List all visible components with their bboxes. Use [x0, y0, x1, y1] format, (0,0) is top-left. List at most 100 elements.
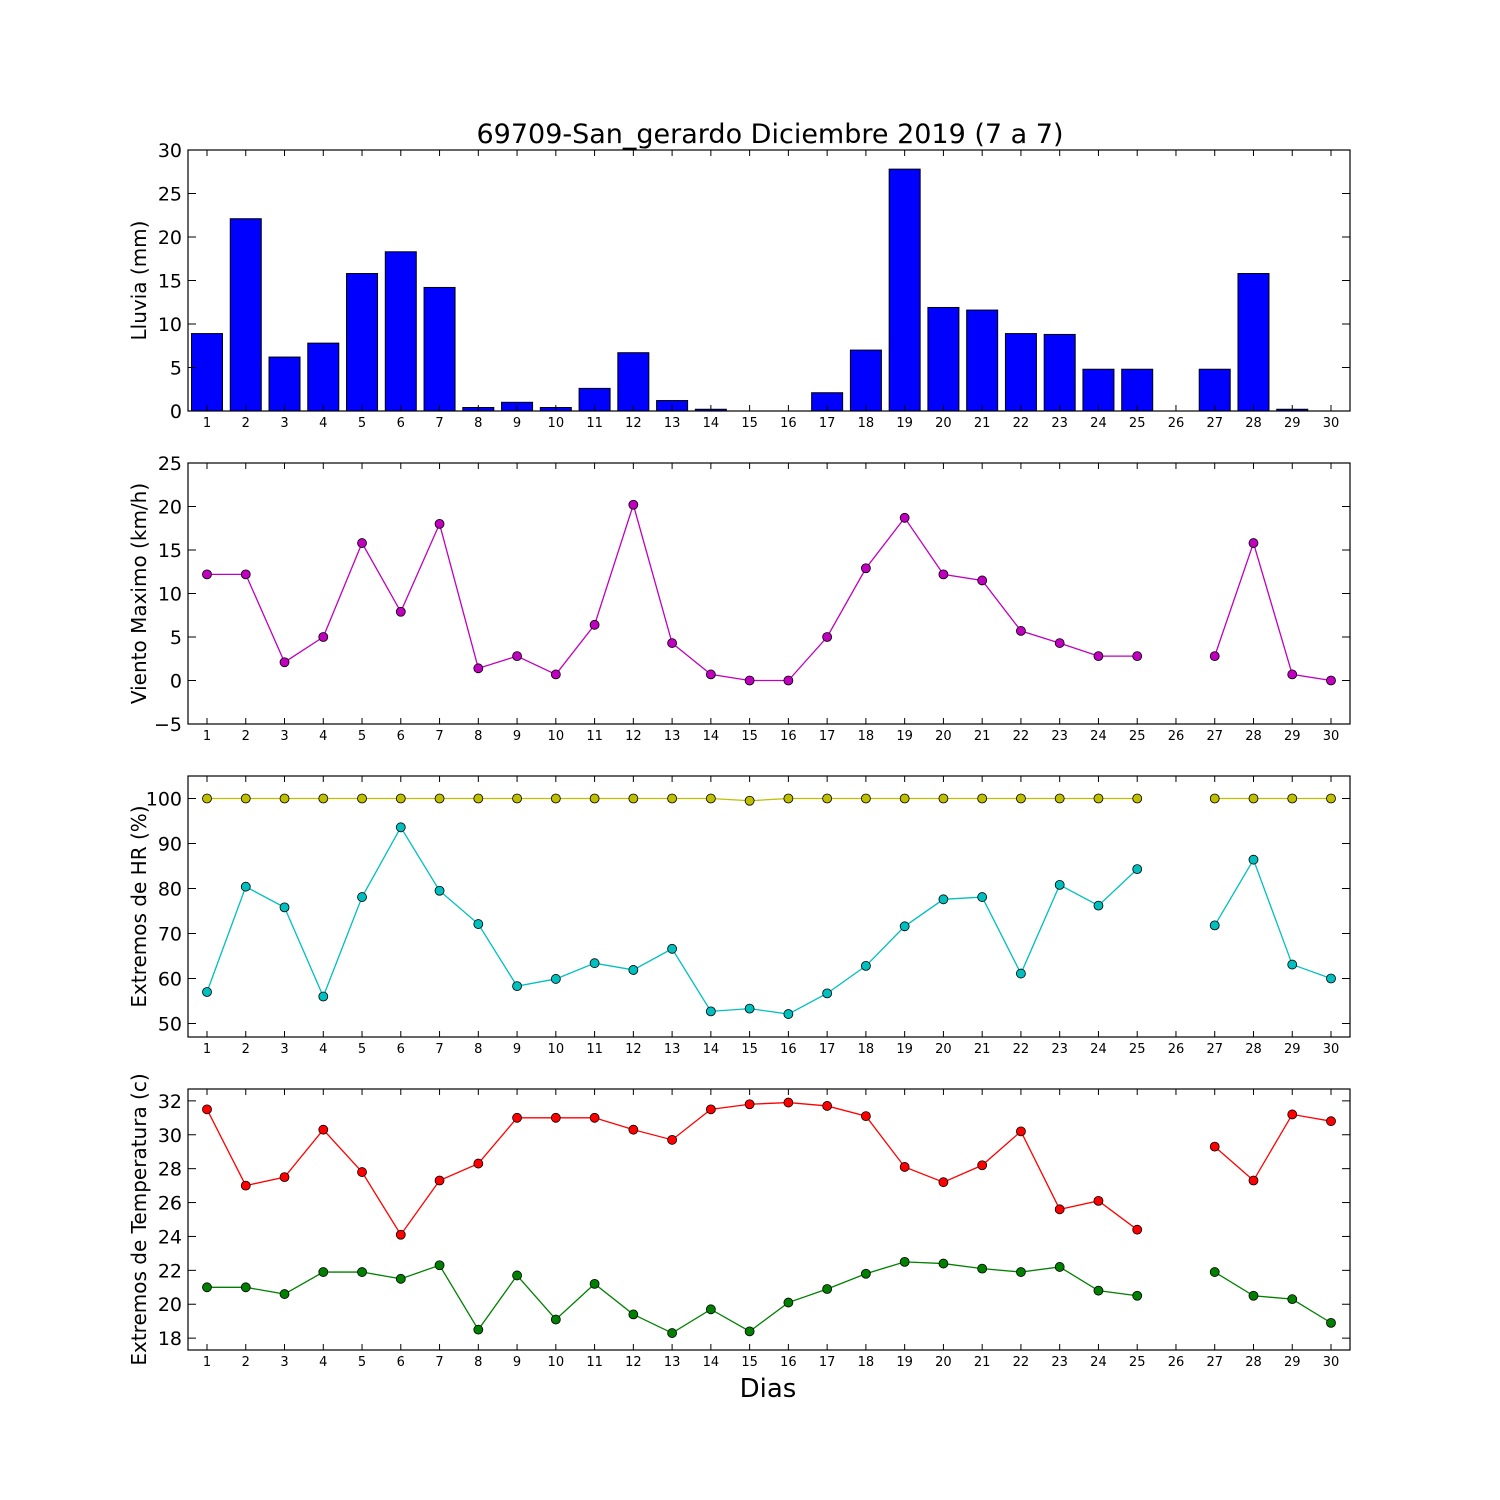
- x-tick-label: 14: [703, 1042, 720, 1057]
- point-day-28: [1248, 1290, 1259, 1301]
- x-tick-label: 3: [280, 1355, 288, 1370]
- point-day-28: [1248, 793, 1259, 804]
- bar-day-19: [888, 168, 921, 412]
- point-day-19: [899, 1162, 910, 1172]
- point-day-2: [240, 569, 251, 580]
- bar-day-20: [927, 306, 960, 412]
- x-tick-label: 11: [586, 1355, 603, 1370]
- point-day-24: [1093, 900, 1104, 911]
- point-day-29: [1287, 1109, 1298, 1120]
- y-tick-label: 20: [158, 497, 182, 519]
- point-day-17: [822, 988, 833, 999]
- x-tick-label: 7: [435, 1355, 443, 1370]
- bar-day-22: [1004, 333, 1037, 412]
- y-tick-label: 25: [158, 184, 182, 206]
- point-day-2: [240, 1282, 251, 1293]
- x-tick-label: 21: [974, 1355, 991, 1370]
- x-tick-label: 25: [1129, 1355, 1146, 1370]
- bar-day-24: [1082, 368, 1115, 412]
- point-day-16: [783, 675, 794, 686]
- x-tick-label: 18: [858, 729, 875, 744]
- x-tick-label: 18: [858, 1355, 875, 1370]
- point-day-1: [202, 1104, 212, 1115]
- y-tick-label: 30: [158, 140, 182, 162]
- x-tick-label: 3: [280, 1042, 288, 1057]
- x-tick-label: 7: [435, 1042, 443, 1057]
- point-day-15: [744, 1003, 755, 1014]
- point-day-8: [473, 1324, 484, 1335]
- x-tick-label: 1: [203, 416, 211, 431]
- point-day-9: [512, 651, 522, 662]
- point-day-29: [1287, 959, 1298, 970]
- y-tick-label: 90: [158, 834, 182, 856]
- bar-day-6: [384, 251, 417, 412]
- point-day-19: [899, 1256, 910, 1267]
- x-tick-label: 23: [1051, 729, 1068, 744]
- point-day-4: [318, 1124, 329, 1135]
- y-tick-label: 5: [170, 358, 182, 380]
- x-tick-label: 21: [974, 729, 991, 744]
- x-tick-label: 22: [1013, 1042, 1030, 1057]
- x-tick-label: 20: [935, 1355, 952, 1370]
- x-tick-label: 29: [1284, 729, 1301, 744]
- series-2: [202, 822, 1336, 1019]
- point-day-30: [1326, 973, 1336, 984]
- x-tick-label: 23: [1051, 416, 1068, 431]
- x-tick-label: 5: [358, 416, 366, 431]
- bar-day-12: [617, 352, 650, 412]
- y-axis-label: Extremos de HR (%): [127, 805, 151, 1007]
- x-tick-label: 19: [896, 1355, 913, 1370]
- x-tick-label: 1: [203, 1042, 211, 1057]
- point-day-14: [705, 1006, 716, 1017]
- point-day-1: [202, 987, 212, 997]
- point-day-12: [628, 1124, 639, 1135]
- point-day-13: [667, 943, 677, 954]
- point-day-20: [938, 1258, 949, 1269]
- point-day-28: [1248, 854, 1259, 865]
- x-tick-label: 20: [935, 729, 952, 744]
- point-day-8: [473, 1158, 484, 1169]
- y-tick-label: 30: [158, 1125, 182, 1147]
- x-tick-label: 10: [548, 416, 565, 431]
- point-day-13: [667, 638, 677, 648]
- x-tick-label: 11: [586, 416, 603, 431]
- x-tick-label: 21: [974, 416, 991, 431]
- point-day-27: [1209, 793, 1220, 804]
- bar-day-18: [849, 349, 882, 412]
- point-day-10: [550, 1112, 561, 1123]
- point-day-9: [512, 793, 522, 804]
- x-tick-label: 26: [1168, 1042, 1185, 1057]
- point-day-16: [783, 1097, 794, 1108]
- point-day-24: [1093, 1195, 1104, 1206]
- y-tick-label: 25: [158, 453, 182, 475]
- y-tick-label: 15: [158, 540, 182, 562]
- point-day-12: [628, 965, 639, 975]
- point-day-25: [1132, 793, 1143, 804]
- series-1: [202, 1097, 1336, 1240]
- x-tick-label: 3: [280, 416, 288, 431]
- x-tick-label: 19: [896, 1042, 913, 1057]
- y-tick-label: 100: [146, 789, 182, 811]
- point-day-22: [1016, 793, 1026, 804]
- point-day-18: [861, 961, 871, 971]
- point-day-12: [628, 499, 639, 510]
- x-tick-label: 1: [203, 729, 211, 744]
- point-day-4: [318, 632, 329, 642]
- x-tick-label: 6: [397, 1355, 405, 1370]
- x-tick-label: 30: [1323, 416, 1340, 431]
- x-tick-label: 12: [625, 1042, 642, 1057]
- x-tick-label: 2: [242, 1355, 250, 1370]
- x-tick-label: 24: [1090, 1355, 1107, 1370]
- point-day-3: [279, 1289, 290, 1299]
- point-day-17: [822, 793, 833, 804]
- point-day-11: [589, 958, 600, 969]
- point-day-19: [899, 793, 910, 804]
- x-tick-label: 28: [1245, 1042, 1262, 1057]
- point-day-6: [395, 793, 406, 804]
- x-tick-label: 12: [625, 729, 642, 744]
- x-tick-label: 14: [703, 1355, 720, 1370]
- x-tick-label: 14: [703, 729, 720, 744]
- point-day-13: [667, 793, 677, 804]
